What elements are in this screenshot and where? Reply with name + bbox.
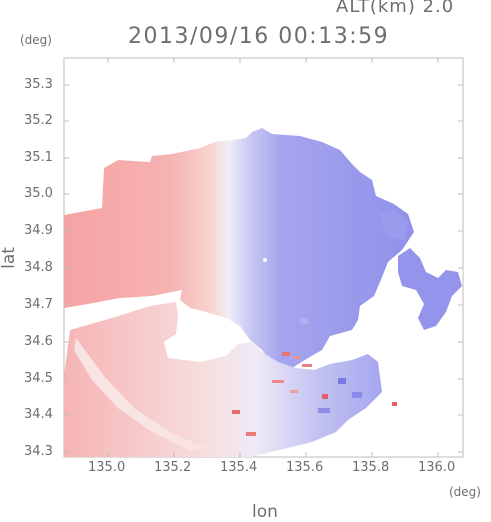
datetime-title: 2013/09/16 00:13:59 (128, 24, 390, 49)
y-tick-label: 34.5 (24, 371, 53, 386)
velocity-speckles (232, 318, 397, 436)
x-tick-label: 135.8 (352, 460, 390, 475)
echo-upper-region (64, 128, 414, 368)
echo-east-patch (398, 248, 462, 330)
radar-site-marker (263, 258, 267, 262)
x-tick-label: 135.6 (286, 460, 324, 475)
y-tick-label: 34.7 (24, 297, 53, 312)
x-tick-label: 135.4 (220, 460, 258, 475)
y-tick-label: 34.3 (24, 444, 53, 459)
x-tick-label: 135.2 (154, 460, 192, 475)
x-tick-label: 135.0 (88, 460, 126, 475)
echo-field (64, 128, 462, 457)
y-tick-label: 35.1 (24, 150, 53, 165)
y-tick-label: 34.4 (24, 407, 53, 422)
tick-marks (64, 58, 463, 457)
x-axis-unit: (deg) (449, 485, 481, 499)
echo-east-small (380, 210, 408, 240)
altitude-label: ALT(km) 2.0 (336, 0, 455, 17)
y-tick-label: 35.2 (24, 113, 53, 128)
y-tick-label: 35.3 (24, 77, 53, 92)
y-tick-label: 34.6 (24, 334, 53, 349)
y-axis-unit: (deg) (20, 33, 52, 47)
y-tick-label: 34.9 (24, 223, 53, 238)
x-tick-label: 136.0 (418, 460, 456, 475)
x-axis-label: lon (252, 502, 278, 522)
y-tick-label: 34.8 (24, 260, 53, 275)
y-tick-label: 35.0 (24, 186, 53, 201)
